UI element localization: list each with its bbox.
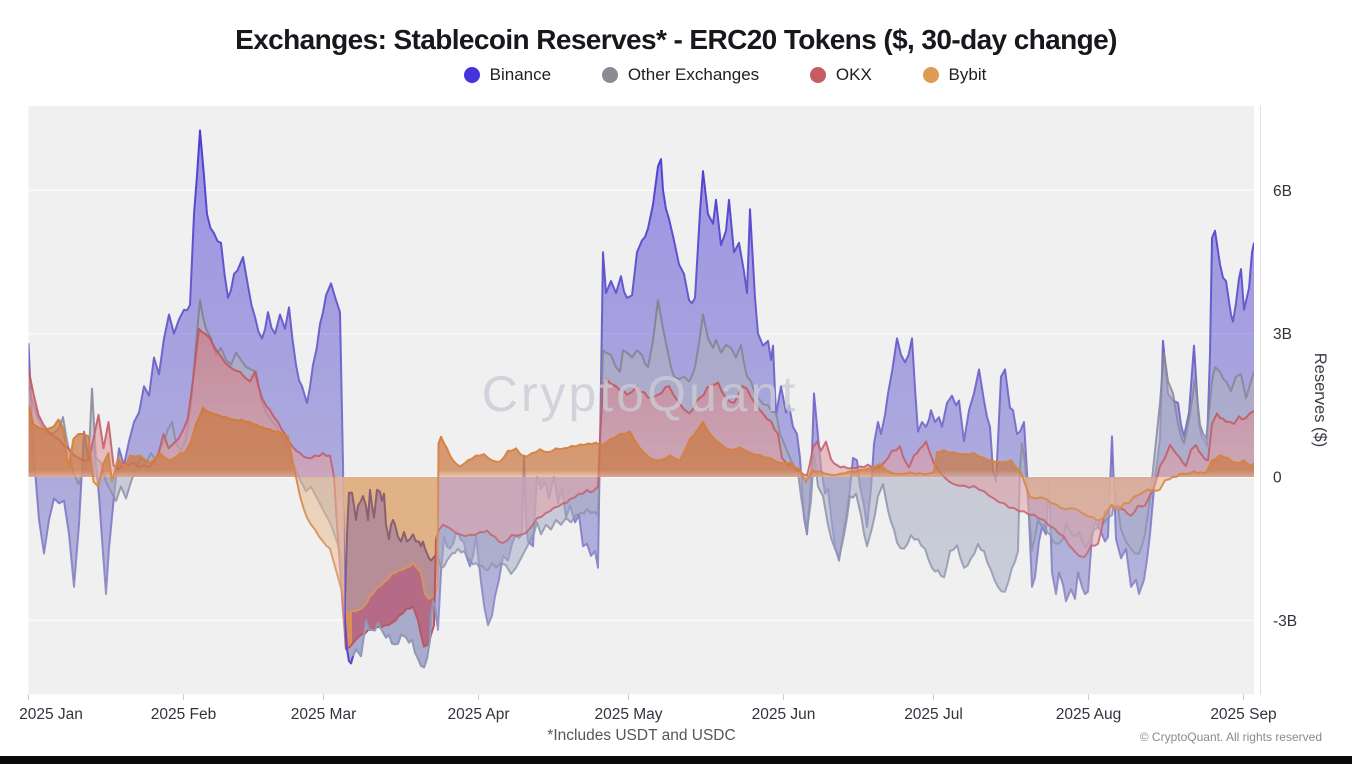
svg-text:6B: 6B (1273, 183, 1292, 200)
svg-text:2025 Sep: 2025 Sep (1210, 706, 1276, 723)
svg-text:2025 Apr: 2025 Apr (447, 706, 509, 723)
svg-text:3B: 3B (1273, 326, 1292, 343)
svg-text:2025 Jan: 2025 Jan (19, 706, 83, 723)
svg-text:2025 Feb: 2025 Feb (151, 706, 217, 723)
svg-text:2025 Jun: 2025 Jun (752, 706, 816, 723)
svg-text:2025 Mar: 2025 Mar (291, 706, 356, 723)
svg-text:2025 Jul: 2025 Jul (904, 706, 963, 723)
svg-text:2025 Aug: 2025 Aug (1056, 706, 1122, 723)
svg-text:Reserves ($): Reserves ($) (1311, 353, 1329, 447)
svg-text:0: 0 (1273, 470, 1282, 487)
svg-text:CryptoQuant: CryptoQuant (482, 366, 798, 422)
svg-text:2025 May: 2025 May (594, 706, 662, 723)
svg-text:-3B: -3B (1273, 613, 1297, 630)
